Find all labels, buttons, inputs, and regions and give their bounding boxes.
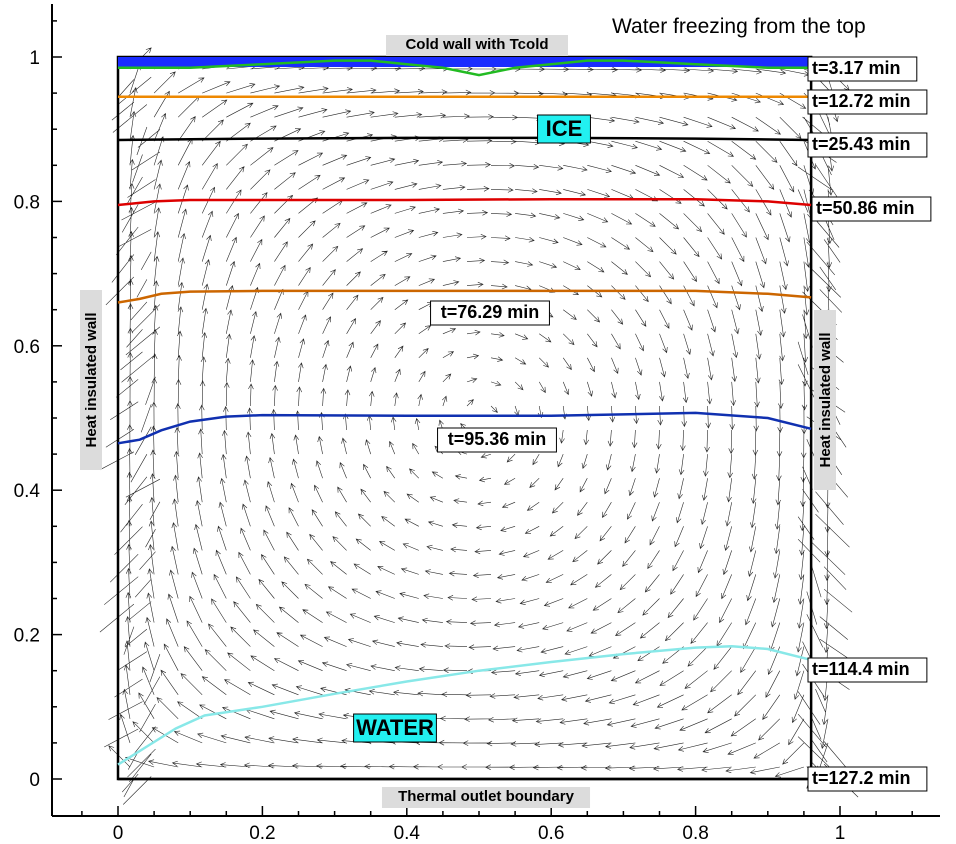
right-wall-label: Heat insulated wall: [814, 310, 836, 490]
left-wall-label: Heat insulated wall: [80, 290, 102, 470]
bottom-wall-label-text: Thermal outlet boundary: [398, 788, 575, 805]
time-label: t=3.17 min: [807, 56, 918, 82]
time-label-text: t=95.36 min: [448, 429, 547, 449]
bottom-wall-label: Thermal outlet boundary: [381, 787, 591, 808]
time-label: t=25.43 min: [807, 132, 928, 158]
velocity-vector-field: [99, 47, 859, 805]
time-label-box: [807, 766, 928, 792]
time-label: t=50.86 min: [811, 196, 932, 222]
x-tick-label: 0: [113, 823, 124, 844]
interface-curves: [117, 59, 812, 781]
y-tick-label: 0.2: [14, 626, 40, 647]
y-tick-label: 0.4: [14, 481, 41, 502]
time-label-box: [807, 132, 928, 158]
time-label: t=114.4 min: [807, 657, 928, 683]
time-label-box: [807, 89, 928, 115]
time-label-box: [430, 300, 550, 326]
ice-label-box: [537, 114, 591, 144]
right-wall-label-text: Heat insulated wall: [817, 332, 834, 467]
water-label: WATER: [353, 713, 437, 743]
x-tick-label: 0.6: [538, 823, 564, 844]
x-tick-label: 1: [835, 823, 846, 844]
x-tick-label: 0.4: [394, 823, 421, 844]
water-label-text: WATER: [356, 715, 434, 740]
annotation-labels: Cold wall with Tcold Thermal outlet bound…: [80, 35, 932, 808]
ice-label-text: ICE: [546, 116, 583, 141]
ice-cold-wall-band: [118, 57, 812, 67]
interface-line: [117, 289, 812, 304]
bottom-wall-label-box: [381, 787, 591, 808]
time-label-box: [437, 427, 557, 453]
water-label-box: [353, 713, 437, 743]
time-label: t=127.2 min: [807, 766, 928, 792]
top-wall-label: Cold wall with Tcold: [386, 35, 568, 56]
interface-line: [117, 644, 812, 766]
x-tick-label: 0.2: [249, 823, 275, 844]
interface-line: [117, 197, 812, 207]
y-tick-label: 1: [29, 48, 40, 69]
left-wall-label-text: Heat insulated wall: [83, 312, 100, 447]
time-label-text: t=114.4 min: [812, 659, 910, 679]
time-label-text: t=12.72 min: [812, 91, 911, 111]
time-label: t=12.72 min: [807, 89, 928, 115]
interface-line: [117, 136, 812, 142]
time-label-box: [811, 196, 932, 222]
top-wall-label-text: Cold wall with Tcold: [405, 36, 548, 53]
interface-line: [118, 59, 812, 77]
left-wall-label-box: [80, 290, 102, 470]
time-label-text: t=127.2 min: [812, 768, 911, 788]
x-tick-label: 0.8: [682, 823, 708, 844]
time-label-box: [807, 56, 918, 82]
y-tick-label: 0: [29, 770, 40, 791]
chart-title: Water freezing from the top: [612, 15, 866, 38]
time-label-box: [807, 657, 928, 683]
time-label-text: t=25.43 min: [812, 134, 911, 154]
time-label-text: t=3.17 min: [812, 58, 901, 78]
time-label-text: t=50.86 min: [816, 198, 915, 218]
right-wall-label-box: [814, 310, 836, 490]
interface-line: [117, 411, 812, 445]
axes: 0 0.2 0.4 0.6 0.8 1 0 0.2 0.4 0.6 0.8 1: [14, 4, 940, 844]
y-tick-label: 0.8: [14, 192, 40, 213]
time-label: t=95.36 min: [437, 427, 557, 453]
time-label-text: t=76.29 min: [441, 302, 540, 322]
velocity-arrows: [99, 47, 859, 805]
ice-label: ICE: [537, 114, 591, 144]
top-wall-label-box: [386, 35, 568, 56]
y-tick-label: 0.6: [14, 337, 40, 358]
time-label: t=76.29 min: [430, 300, 550, 326]
